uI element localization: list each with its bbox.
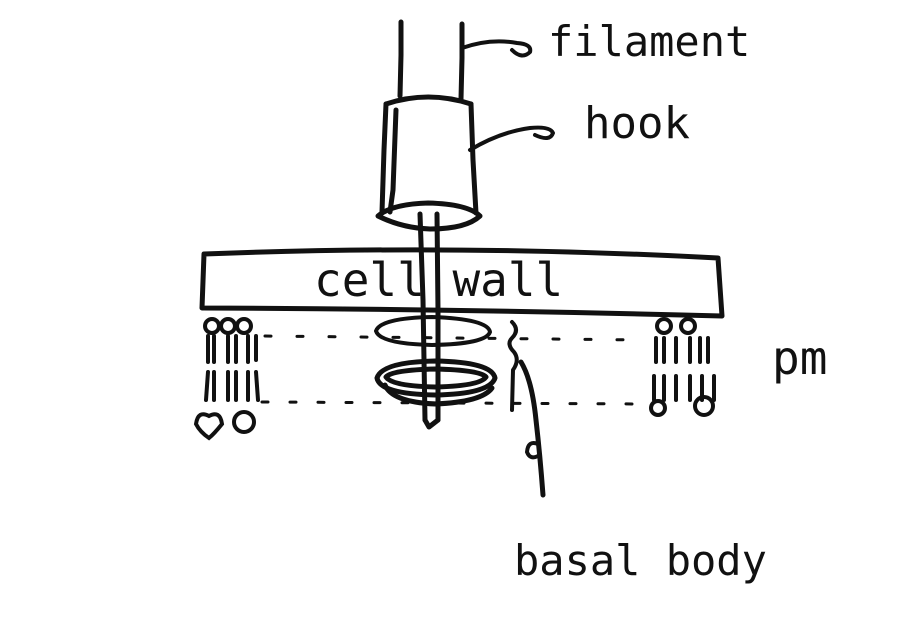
filament-label: filament <box>548 17 750 66</box>
rod-right <box>434 211 441 423</box>
lipid-head <box>235 317 253 335</box>
lipid-head <box>655 317 673 335</box>
phospholipids-left <box>193 317 260 441</box>
lipid-head-heart <box>193 412 225 441</box>
lipid-head <box>693 395 715 417</box>
membrane-inner-dotted <box>260 400 644 406</box>
basal-body-label: basal body <box>514 536 767 585</box>
lipid-head <box>649 399 667 417</box>
cell-wall-label: cell wall <box>314 253 563 307</box>
hook-left-side <box>379 101 389 215</box>
hook-top <box>383 94 474 107</box>
lipid-head <box>232 410 256 434</box>
basal-body-leader-hook <box>525 441 540 460</box>
cell-wall-rect <box>199 247 725 319</box>
hook-bottom-ellipse <box>375 200 483 232</box>
lipid-head <box>219 317 237 335</box>
filament-left-line <box>397 19 404 99</box>
membrane-outer-dotted <box>263 334 647 342</box>
lower-ring-inner <box>383 366 489 390</box>
basal-body-bracket <box>507 320 519 412</box>
basal-body-leader <box>518 359 546 498</box>
pm-label: pm <box>772 331 827 385</box>
lipid-head <box>679 317 697 335</box>
lipid-head <box>203 317 221 335</box>
upper-ring <box>374 315 492 347</box>
rod-tip <box>422 417 441 430</box>
phospholipids-right <box>649 317 716 417</box>
rod-left <box>417 211 428 423</box>
hook-leader <box>468 125 555 152</box>
hook-right-side <box>468 101 479 216</box>
hook-label: hook <box>584 98 690 149</box>
lower-ring-outer <box>374 358 498 398</box>
filament-right-line <box>458 21 465 102</box>
hook-left-side-inner <box>387 107 399 215</box>
filament-leader <box>460 39 533 58</box>
